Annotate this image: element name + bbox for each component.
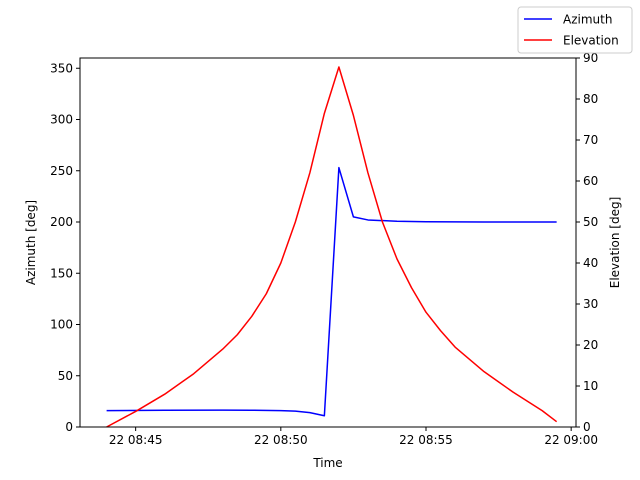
right-y-tick-label: 60 <box>583 174 598 188</box>
right-y-tick-label: 70 <box>583 133 598 147</box>
right-y-tick-label: 80 <box>583 92 598 106</box>
right-y-tick-label: 90 <box>583 51 598 65</box>
right-y-tick-label: 50 <box>583 215 598 229</box>
legend-elevation-label: Elevation <box>563 34 619 48</box>
x-tick-label: 22 08:50 <box>254 433 308 447</box>
right-y-axis-label: Elevation [deg] <box>608 197 622 289</box>
legend-azimuth-label: Azimuth <box>563 13 612 27</box>
left-y-tick-label: 350 <box>50 61 73 75</box>
right-y-tick-label: 20 <box>583 338 598 352</box>
left-y-tick-label: 50 <box>58 369 73 383</box>
right-y-tick-label: 40 <box>583 256 598 270</box>
left-y-tick-label: 300 <box>50 113 73 127</box>
left-y-tick-label: 250 <box>50 164 73 178</box>
x-axis-label: Time <box>312 456 342 470</box>
x-axis-ticks: 22 08:45 22 08:50 22 08:55 22 09:00 <box>109 427 598 447</box>
series-line-azimuth <box>106 166 557 417</box>
x-tick-label: 22 09:00 <box>544 433 598 447</box>
series-line-elevation <box>106 66 558 428</box>
left-y-axis-ticks: 0 50 100 150 200 250 300 350 <box>50 61 80 434</box>
left-y-axis-label: Azimuth [deg] <box>24 200 38 285</box>
right-y-tick-label: 10 <box>583 379 598 393</box>
left-y-tick-label: 200 <box>50 215 73 229</box>
plot-lines <box>106 66 558 428</box>
right-y-tick-label: 0 <box>583 420 591 434</box>
left-y-tick-label: 100 <box>50 318 73 332</box>
left-y-tick-label: 0 <box>65 420 73 434</box>
x-tick-label: 22 08:55 <box>399 433 453 447</box>
x-tick-label: 22 08:45 <box>109 433 163 447</box>
right-y-tick-label: 30 <box>583 297 598 311</box>
plot-frame <box>79 57 577 428</box>
legend: Azimuth Elevation <box>517 6 633 54</box>
left-y-tick-label: 150 <box>50 266 73 280</box>
right-y-axis-ticks: 0 10 20 30 40 50 60 70 80 90 <box>576 51 598 434</box>
